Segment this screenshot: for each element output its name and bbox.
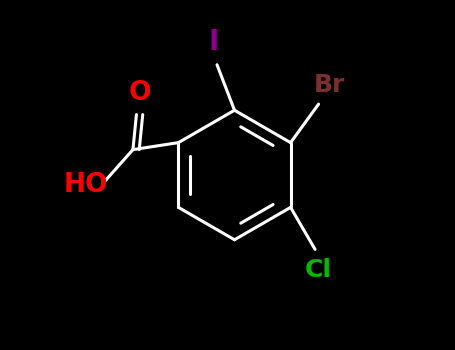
Text: Cl: Cl <box>305 258 332 282</box>
Text: HO: HO <box>63 172 108 198</box>
Text: Br: Br <box>313 73 345 97</box>
Text: I: I <box>208 28 218 56</box>
Text: O: O <box>129 80 151 106</box>
